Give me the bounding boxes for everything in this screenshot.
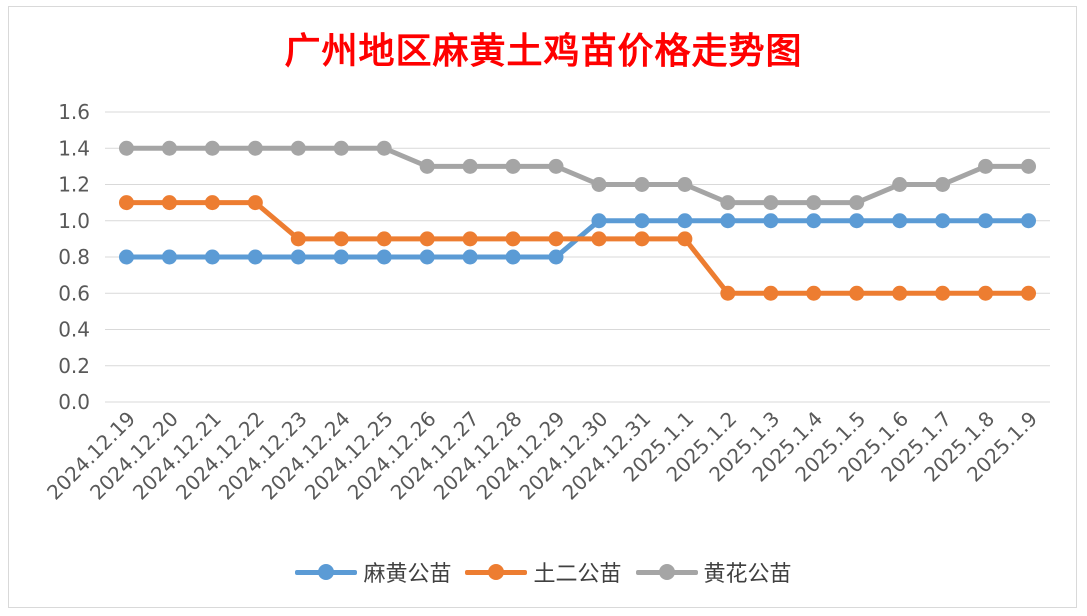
series-point xyxy=(204,195,220,211)
series-point xyxy=(462,249,478,265)
legend-item: 土二公苗 xyxy=(465,556,622,588)
series-point xyxy=(419,158,435,174)
series-point xyxy=(591,177,607,192)
series-point xyxy=(1021,158,1037,174)
chart-legend: 麻黄公苗 土二公苗 黄花公苗 xyxy=(0,556,1087,588)
series-point xyxy=(505,231,521,247)
series-point xyxy=(419,249,435,265)
series-point xyxy=(376,249,392,265)
series-point xyxy=(376,140,392,156)
legend-swatch xyxy=(635,562,698,582)
series-point xyxy=(161,195,177,211)
series-line xyxy=(123,200,1032,296)
series-point xyxy=(505,158,521,174)
series-point xyxy=(333,140,349,156)
series-point xyxy=(978,213,994,229)
series-point xyxy=(634,231,650,247)
series-point xyxy=(892,285,908,301)
legend-label: 黄花公苗 xyxy=(703,562,792,587)
series-point xyxy=(591,213,607,229)
series-point xyxy=(634,213,650,229)
series-point xyxy=(849,213,865,229)
series-point xyxy=(290,249,306,265)
series-point xyxy=(419,231,435,247)
chart-title: 广州地区麻黄土鸡苗价格走势图 xyxy=(284,30,803,72)
legend-item: 麻黄公苗 xyxy=(295,556,451,588)
y-tick-label: 1.6 xyxy=(58,100,90,124)
series-point xyxy=(548,249,564,265)
series-point xyxy=(978,285,994,301)
series-point xyxy=(849,285,865,301)
legend-item: 黄花公苗 xyxy=(635,556,792,588)
series-point xyxy=(161,249,177,265)
y-tick-label: 1.2 xyxy=(58,173,90,197)
series-point xyxy=(204,140,220,156)
series-point xyxy=(806,213,822,229)
series-point xyxy=(978,158,994,174)
series-point xyxy=(548,231,564,247)
series-point xyxy=(677,213,693,229)
series-point xyxy=(720,195,736,211)
series-point xyxy=(763,213,779,229)
series-point xyxy=(763,195,779,211)
series-line xyxy=(123,145,1032,206)
y-tick-label: 1.4 xyxy=(58,136,90,160)
series-point xyxy=(591,231,607,247)
legend-label: 土二公苗 xyxy=(533,562,622,587)
series-point xyxy=(290,231,306,247)
series-point xyxy=(1021,285,1037,301)
y-tick-label: 0.0 xyxy=(58,390,90,414)
legend-label: 麻黄公苗 xyxy=(363,562,452,587)
y-tick-label: 0.4 xyxy=(58,318,90,342)
legend-swatch xyxy=(465,562,528,582)
series-point xyxy=(935,285,951,301)
series-point xyxy=(161,140,177,156)
series-point xyxy=(333,231,349,247)
series-point xyxy=(892,213,908,229)
series-point xyxy=(935,177,951,192)
series-point xyxy=(462,231,478,247)
series-point xyxy=(247,249,263,265)
series-point xyxy=(118,249,134,265)
series-point xyxy=(247,195,263,211)
series-point xyxy=(118,140,134,156)
series-point xyxy=(505,249,521,265)
chart-area xyxy=(8,6,1077,608)
series-point xyxy=(634,177,650,192)
series-point xyxy=(720,213,736,229)
series-point xyxy=(548,158,564,174)
series-point xyxy=(763,285,779,301)
series-point xyxy=(677,177,693,192)
series-point xyxy=(333,249,349,265)
y-tick-label: 0.8 xyxy=(58,245,90,269)
series-point xyxy=(935,213,951,229)
series-point xyxy=(720,285,736,301)
y-tick-label: 0.6 xyxy=(58,281,90,305)
series-point xyxy=(376,231,392,247)
legend-swatch xyxy=(295,562,358,582)
series-point xyxy=(806,195,822,211)
series-point xyxy=(247,140,263,156)
series-point xyxy=(677,231,693,247)
y-tick-label: 1.0 xyxy=(58,209,90,233)
series-point xyxy=(1021,213,1037,229)
series-point xyxy=(849,195,865,211)
series-point xyxy=(204,249,220,265)
series-point xyxy=(892,177,908,192)
series-point xyxy=(462,158,478,174)
series-point xyxy=(118,195,134,211)
y-tick-label: 0.2 xyxy=(58,354,90,378)
series-point xyxy=(806,285,822,301)
series-point xyxy=(290,140,306,156)
